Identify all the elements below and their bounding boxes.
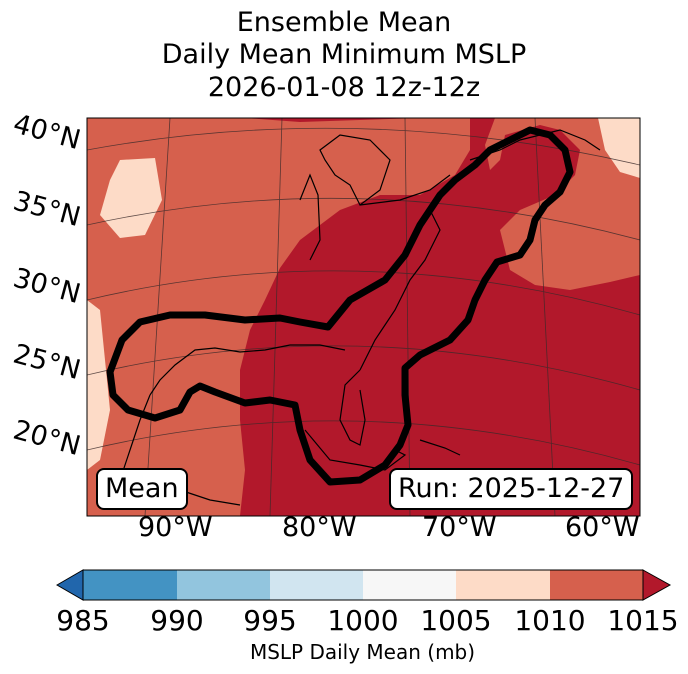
colorbar-segment-1005-1010 — [456, 570, 550, 600]
colorbar-tick-1015: 1015 — [607, 604, 679, 637]
lon-label-60w: 60°W — [565, 512, 640, 543]
field-light-patch-west-coast — [87, 300, 110, 470]
colorbar-segment-1010-1015 — [550, 570, 643, 600]
mean-label-box: Mean — [96, 468, 188, 510]
lon-label-80w: 80°W — [282, 512, 357, 543]
colorbar-segment-995-1000 — [270, 570, 363, 600]
colorbar-segment-990-995 — [177, 570, 270, 600]
run-date-box: Run: 2025-12-27 — [389, 468, 634, 510]
title-line-3: 2026-01-08 12z-12z — [207, 72, 481, 103]
field-light-patch-northwest — [100, 158, 162, 238]
colorbar-tick-990: 990 — [150, 604, 204, 637]
contour-outline — [106, 126, 574, 486]
colorbar-tick-1005: 1005 — [420, 604, 492, 637]
colorbar-segment-985-990 — [83, 570, 177, 600]
lon-label-70w: 70°W — [422, 512, 497, 543]
colorbar-tick-995: 995 — [243, 604, 297, 637]
colorbar-under-arrow — [55, 569, 84, 601]
colorbar-tick-1000: 1000 — [327, 604, 399, 637]
colorbar-over-arrow — [642, 569, 672, 601]
lon-label-90w: 90°W — [138, 512, 213, 543]
colorbar-label: MSLP Daily Mean (mb) — [249, 640, 476, 664]
colorbar-tick-985: 985 — [56, 604, 110, 637]
title-line-2: Daily Mean Minimum MSLP — [161, 39, 527, 70]
title-line-1: Ensemble Mean — [236, 7, 452, 38]
colorbar-tick-1010: 1010 — [514, 604, 586, 637]
colorbar-segment-1000-1005 — [363, 570, 456, 600]
